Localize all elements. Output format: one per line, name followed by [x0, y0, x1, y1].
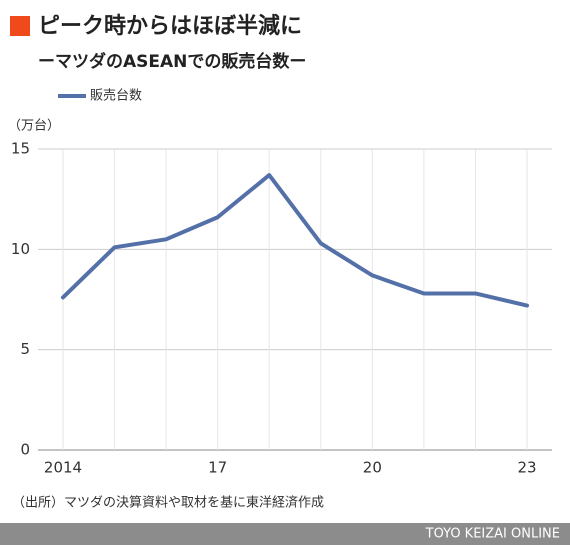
legend-label: 販売台数	[90, 88, 142, 104]
title-marker	[10, 16, 30, 36]
y-tick-label: 0	[20, 441, 30, 459]
y-tick-label: 15	[11, 140, 30, 158]
footer-bar	[0, 523, 570, 545]
footer-text: TOYO KEIZAI ONLINE	[425, 527, 560, 542]
line-series	[61, 173, 529, 308]
source-note: （出所）マツダの決算資料や取材を基に東洋経済作成	[12, 495, 324, 511]
x-tick-label: 23	[517, 459, 536, 477]
chart-subtitle: ーマツダのASEANでの販売台数ー	[38, 51, 306, 72]
y-tick-label: 5	[20, 340, 30, 358]
chart-title: ピーク時からはほぼ半減に	[38, 14, 302, 39]
x-tick-label: 17	[208, 459, 227, 477]
y-tick-label: 10	[11, 240, 30, 258]
x-tick-label: 20	[363, 459, 382, 477]
y-unit: （万台）	[8, 119, 60, 134]
x-tick-label: 2014	[44, 459, 82, 477]
